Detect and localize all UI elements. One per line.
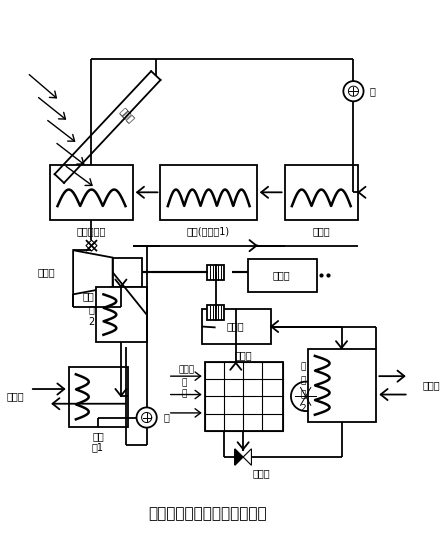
Bar xyxy=(205,363,283,431)
Text: 凝: 凝 xyxy=(300,376,306,385)
Bar xyxy=(248,260,317,291)
Bar xyxy=(216,265,224,280)
Text: 预热器: 预热器 xyxy=(313,226,330,236)
Text: 锅炉(换热器1): 锅炉(换热器1) xyxy=(187,226,230,236)
Bar xyxy=(216,305,224,320)
Bar xyxy=(50,165,133,220)
Polygon shape xyxy=(73,250,112,294)
Polygon shape xyxy=(235,449,243,465)
Text: 膨胀阀: 膨胀阀 xyxy=(253,468,270,479)
Bar xyxy=(96,287,147,342)
Text: 泵: 泵 xyxy=(163,413,169,423)
Circle shape xyxy=(137,407,157,428)
Text: 太阳能压缩式制冷系统原理图: 太阳能压缩式制冷系统原理图 xyxy=(148,506,267,522)
Bar xyxy=(207,265,216,280)
Bar xyxy=(207,305,216,320)
Bar xyxy=(68,367,128,426)
Bar xyxy=(284,165,358,220)
Bar xyxy=(202,309,271,344)
Text: 2: 2 xyxy=(300,404,306,413)
Text: 汽液分离器: 汽液分离器 xyxy=(77,226,106,236)
Polygon shape xyxy=(243,449,251,465)
Text: 泵: 泵 xyxy=(370,86,376,96)
Text: 冷凝: 冷凝 xyxy=(92,431,104,441)
Bar xyxy=(161,165,257,220)
Bar xyxy=(307,349,377,422)
Circle shape xyxy=(344,81,363,101)
Text: 冷: 冷 xyxy=(300,363,306,371)
Text: 发电机: 发电机 xyxy=(273,270,291,280)
Circle shape xyxy=(291,382,320,411)
Text: 冷却水: 冷却水 xyxy=(422,380,440,390)
Text: 器: 器 xyxy=(88,304,94,314)
Text: 2: 2 xyxy=(88,317,94,327)
Text: 器: 器 xyxy=(300,390,306,399)
Text: 至空调: 至空调 xyxy=(178,365,194,374)
Text: 聚热器: 聚热器 xyxy=(118,107,135,125)
Text: 压缩机: 压缩机 xyxy=(227,322,245,332)
Text: 间: 间 xyxy=(182,389,187,398)
Bar xyxy=(112,257,142,287)
Text: 器1: 器1 xyxy=(92,442,104,452)
Text: 换热: 换热 xyxy=(82,291,94,301)
Text: 汽轮机: 汽轮机 xyxy=(37,267,55,277)
Text: 蒸发器: 蒸发器 xyxy=(234,350,252,360)
Text: 冷却水: 冷却水 xyxy=(7,391,24,401)
Text: 房: 房 xyxy=(182,378,187,387)
